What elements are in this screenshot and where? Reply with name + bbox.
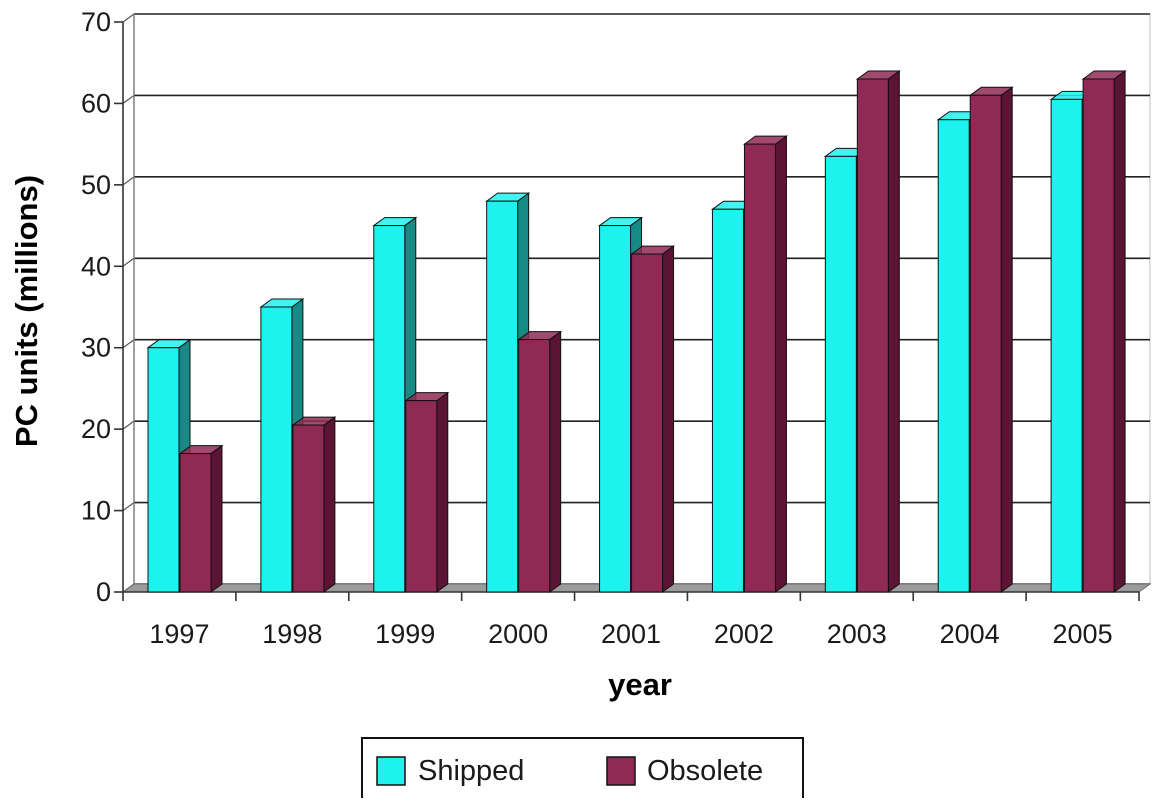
side-gridline — [122, 502, 135, 512]
bar-obsolete-1998 — [291, 416, 337, 593]
side-gridline — [122, 94, 135, 104]
side-gridline — [122, 257, 135, 267]
x-tick-labels: 1997 1998 1999 2000 2001 2002 2003 2004 2005 — [122, 592, 1140, 649]
y-tick-label: 10 — [81, 496, 111, 526]
bar-obsolete-2000 — [517, 330, 563, 593]
y-tick-labels: 0 10 20 30 40 50 60 70 — [81, 7, 123, 607]
x-tick-label: 2005 — [1053, 619, 1113, 649]
side-gridline — [122, 176, 135, 186]
legend-label-obsolete: Obsolete — [647, 755, 763, 787]
bars — [146, 70, 1127, 593]
side-gridline — [122, 420, 135, 430]
side-gridline — [122, 339, 135, 349]
legend-swatch-obsolete — [606, 756, 636, 786]
y-axis-title: PC units (millions) — [9, 175, 44, 447]
x-tick-label: 2000 — [488, 619, 548, 649]
x-tick-label: 1999 — [375, 619, 435, 649]
y-tick-label: 50 — [81, 170, 111, 200]
x-tick-label: 1997 — [149, 619, 209, 649]
legend: Shipped Obsolete — [361, 737, 804, 803]
x-tick-label: 2003 — [827, 619, 887, 649]
y-tick-label: 40 — [81, 251, 111, 281]
bar-obsolete-1997 — [178, 444, 224, 593]
y-tick-label: 60 — [81, 88, 111, 118]
bar-obsolete-2001 — [630, 245, 676, 593]
x-tick-label: 1998 — [262, 619, 322, 649]
bar-obsolete-2004 — [968, 86, 1014, 593]
legend-label-shipped: Shipped — [418, 755, 524, 787]
legend-swatch-shipped — [376, 756, 406, 786]
x-tick-label: 2002 — [714, 619, 774, 649]
y-tick-label: 20 — [81, 414, 111, 444]
x-axis-title: year — [608, 667, 672, 702]
bar-obsolete-2005 — [1081, 70, 1127, 593]
y-tick-label: 30 — [81, 333, 111, 363]
x-tick-label: 2001 — [601, 619, 661, 649]
y-tick-label: 0 — [96, 577, 111, 607]
y-tick-label: 70 — [81, 7, 111, 37]
bar-obsolete-2003 — [855, 70, 901, 593]
bar-obsolete-2002 — [742, 135, 788, 593]
bar-obsolete-1999 — [404, 391, 450, 593]
side-gridline — [122, 13, 135, 23]
x-tick-label: 2004 — [940, 619, 1000, 649]
